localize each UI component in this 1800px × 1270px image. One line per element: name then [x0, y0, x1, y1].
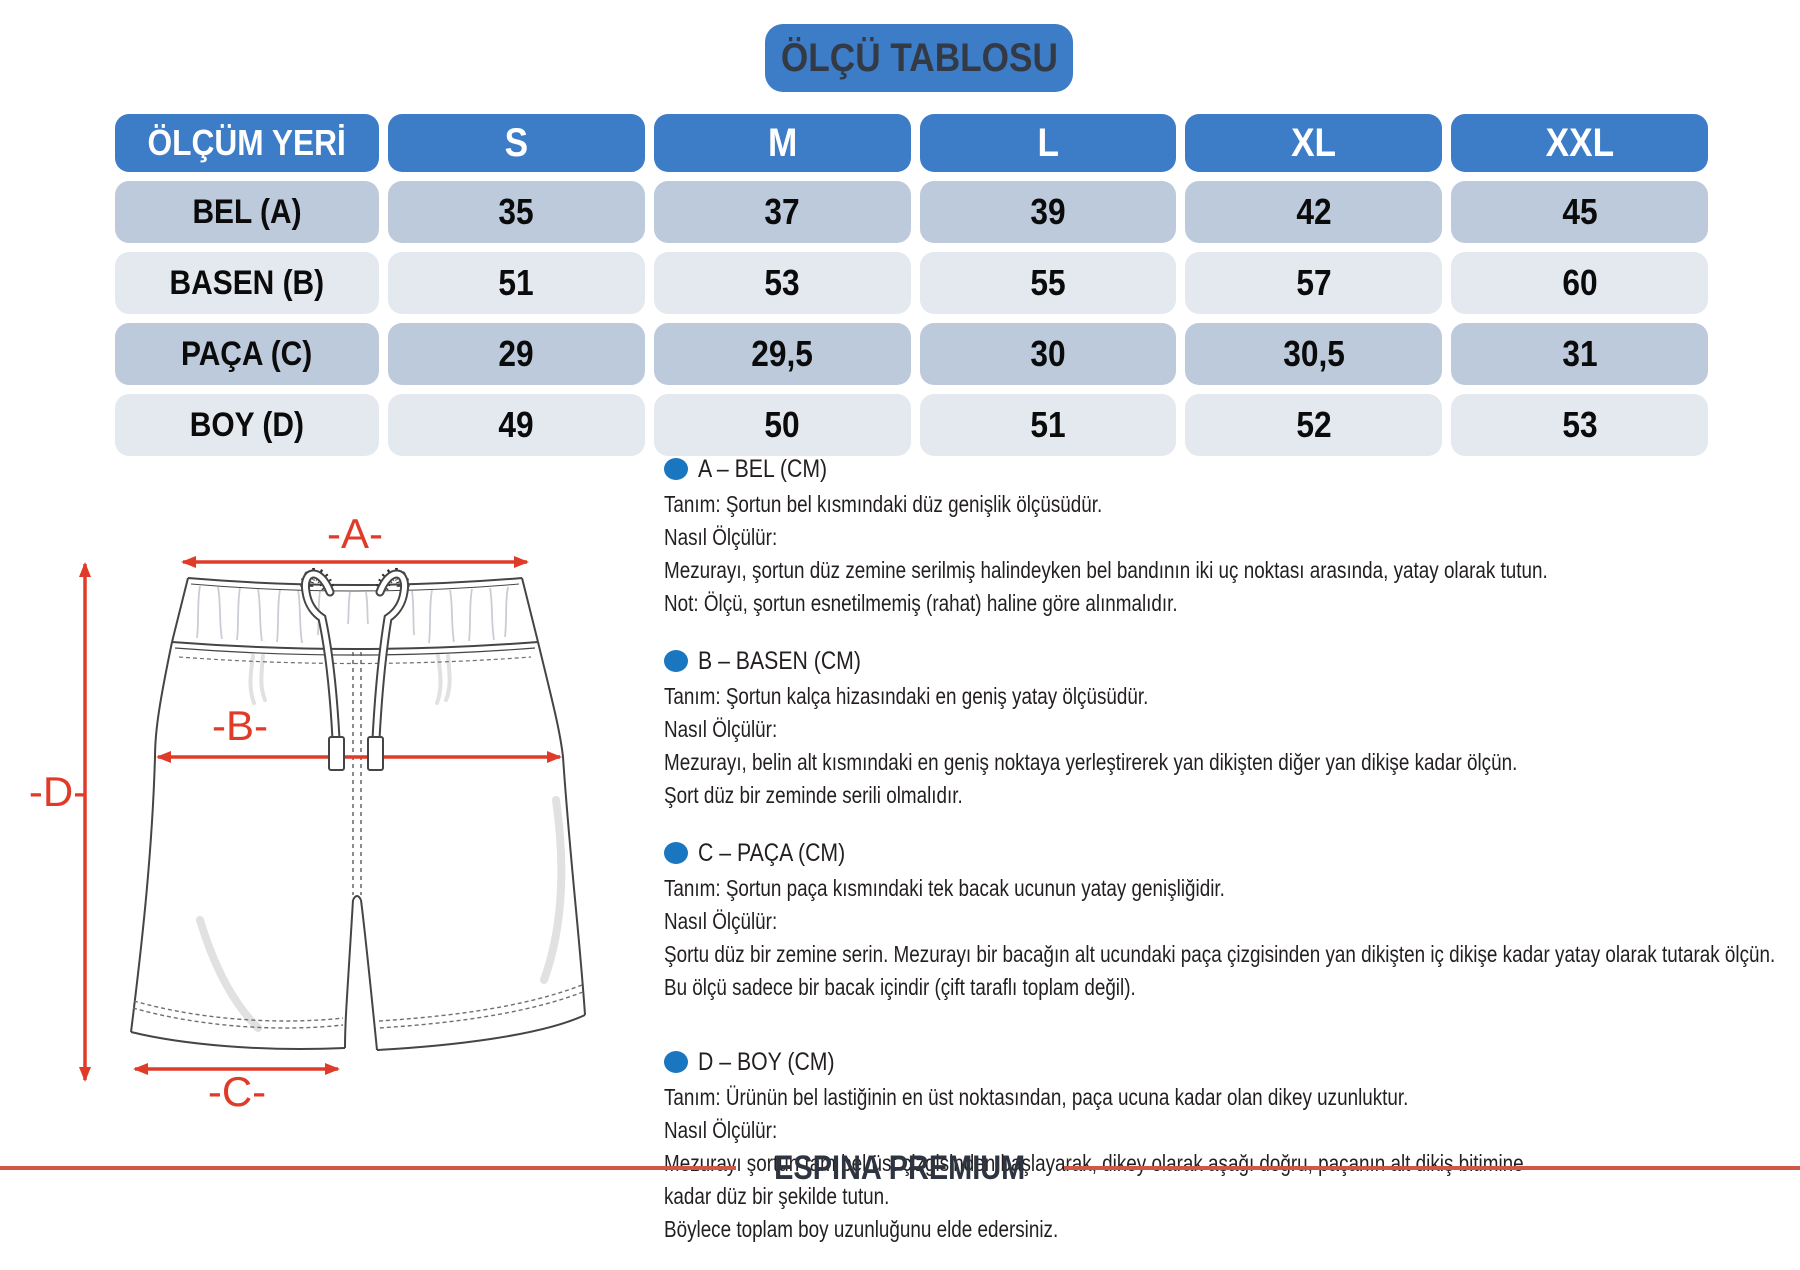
value-cell: 57: [1185, 252, 1443, 314]
section-line: Tanım: Şortun paça kısmındaki tek bacak …: [664, 875, 1225, 901]
value-cell: 31: [1451, 323, 1708, 385]
footer-rule-left: [0, 1166, 737, 1170]
section-line: Nasıl Ölçülür:: [664, 908, 778, 934]
value-cell: 50: [653, 394, 911, 456]
drawstring-aglet-left: [328, 736, 345, 771]
value-cell: 53: [1451, 394, 1708, 456]
section-line: Şortu düz bir zemine serin. Mezurayı bir…: [664, 941, 1776, 967]
footer-rule-right: [1063, 1166, 1800, 1170]
drawstring-aglet-right: [367, 736, 384, 771]
dim-label-b: -B-: [212, 702, 268, 749]
section-line: Nasıl Ölçülür:: [664, 1117, 778, 1143]
section-c-paca: C – PAÇA (CM) Tanım: Şortun paça kısmınd…: [664, 836, 1800, 1004]
header-cell-l: L: [919, 114, 1177, 172]
row-label-boy: BOY (D): [115, 394, 379, 456]
blue-dot-icon: [664, 650, 688, 672]
value-cell: 39: [919, 181, 1177, 243]
section-line: Bu ölçü sadece bir bacak içindir (çift t…: [664, 974, 1136, 1000]
value-cell: 55: [919, 252, 1177, 314]
value-cell: 51: [388, 252, 645, 314]
section-line: Mezurayı, şortun düz zemine serilmiş hal…: [664, 557, 1548, 583]
section-line: Nasıl Ölçülür:: [664, 524, 778, 550]
header-cell-xxl: XXL: [1451, 114, 1708, 172]
section-line: Mezurayı şortun tam bel üst çizgisinden …: [664, 1150, 1524, 1176]
blue-dot-icon: [664, 458, 688, 480]
page-title-text: ÖLÇÜ TABLOSU: [780, 35, 1058, 80]
blue-dot-icon: [664, 1051, 688, 1073]
value-cell: 29: [388, 323, 645, 385]
section-d-boy: D – BOY (CM) Tanım: Ürünün bel lastiğini…: [664, 1045, 1800, 1246]
section-line: Mezurayı, belin alt kısmındaki en geniş …: [664, 749, 1518, 775]
section-heading: B – BASEN (CM): [698, 646, 861, 675]
value-cell: 53: [653, 252, 911, 314]
value-cell: 52: [1185, 394, 1443, 456]
row-label-paca: PAÇA (C): [115, 323, 379, 385]
dim-label-a: -A-: [327, 510, 383, 557]
header-cell-xl: XL: [1185, 114, 1443, 172]
row-label-bel: BEL (A): [115, 181, 379, 243]
row-label-basen: BASEN (B): [115, 252, 379, 314]
header-cell-s: S: [388, 114, 645, 172]
value-cell: 51: [919, 394, 1177, 456]
value-cell: 30: [919, 323, 1177, 385]
header-cell-m: M: [653, 114, 911, 172]
header-cell-measure-place: ÖLÇÜM YERİ: [115, 114, 379, 172]
size-table: ÖLÇÜM YERİ S M L XL XXL BEL (A) 35 37 39…: [115, 114, 1708, 456]
dimension-arrows: [79, 556, 562, 1082]
section-line: Tanım: Şortun kalça hizasındaki en geniş…: [664, 683, 1149, 709]
measurement-descriptions: A – BEL (CM) Tanım: Şortun bel kısmındak…: [664, 452, 1800, 1270]
dim-label-c: -C-: [208, 1068, 266, 1115]
brand-name: ESPINA PREMIUM: [774, 1148, 1026, 1187]
shorts-linework: [130, 577, 586, 1051]
section-line: Böylece toplam boy uzunluğunu elde eders…: [664, 1216, 1059, 1242]
shorts-diagram: -A- -B- -C- -D-: [0, 440, 660, 1130]
section-heading: C – PAÇA (CM): [698, 838, 846, 867]
section-heading: A – BEL (CM): [698, 454, 828, 483]
fabric-shading: [196, 654, 566, 1032]
value-cell: 45: [1451, 181, 1708, 243]
value-cell: 42: [1185, 181, 1443, 243]
section-a-bel: A – BEL (CM) Tanım: Şortun bel kısmındak…: [664, 452, 1800, 620]
section-line: Şort düz bir zeminde serili olmalıdır.: [664, 782, 963, 808]
page-title: ÖLÇÜ TABLOSU: [765, 24, 1073, 92]
value-cell: 37: [653, 181, 911, 243]
section-line: Nasıl Ölçülür:: [664, 716, 778, 742]
value-cell: 35: [388, 181, 645, 243]
shorts-outline: [131, 578, 585, 1050]
section-line: Tanım: Şortun bel kısmındaki düz genişli…: [664, 491, 1103, 517]
section-line: Not: Ölçü, şortun esnetilmemiş (rahat) h…: [664, 590, 1178, 616]
dim-label-d: -D-: [29, 768, 87, 815]
value-cell: 29,5: [653, 323, 911, 385]
blue-dot-icon: [664, 842, 688, 864]
value-cell: 30,5: [1185, 323, 1443, 385]
footer: ESPINA PREMIUM: [0, 1148, 1800, 1188]
drawstring: [300, 567, 410, 771]
value-cell: 60: [1451, 252, 1708, 314]
section-heading: D – BOY (CM): [698, 1047, 835, 1076]
section-line: Tanım: Ürünün bel lastiğinin en üst nokt…: [664, 1084, 1409, 1110]
section-b-basen: B – BASEN (CM) Tanım: Şortun kalça hizas…: [664, 644, 1800, 812]
value-cell: 49: [388, 394, 645, 456]
